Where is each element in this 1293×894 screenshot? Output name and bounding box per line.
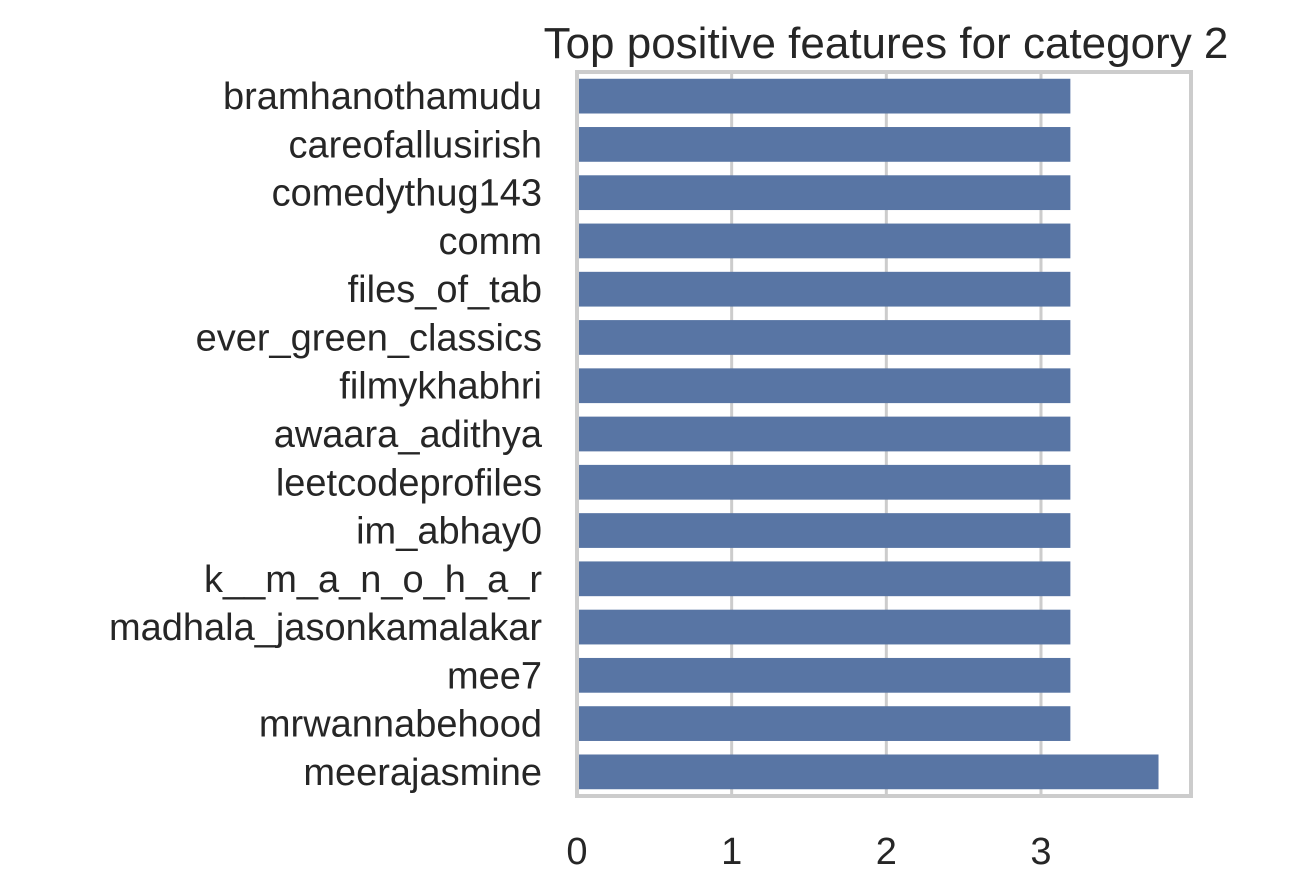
category-label: mrwannabehood (259, 704, 542, 746)
category-label: meerajasmine (303, 752, 542, 794)
category-label: ever_green_classics (196, 317, 542, 359)
bar (577, 561, 1071, 597)
category-label: mee7 (447, 655, 542, 697)
category-label: filmykhabhri (339, 366, 542, 408)
bar (577, 706, 1071, 741)
bar (577, 754, 1159, 790)
category-labels: bramhanothamudu careofallusirish comedythu… (109, 76, 543, 794)
category-label: k__m_a_n_o_h_a_r (204, 559, 542, 601)
bar (577, 464, 1071, 500)
bar (577, 175, 1071, 211)
category-label: awaara_adithya (274, 414, 543, 456)
category-label: madhala_jasonkamalakar (109, 607, 542, 649)
bar (577, 657, 1071, 693)
bar (577, 127, 1071, 162)
bar (577, 416, 1071, 452)
x-tick-label: 2 (876, 831, 897, 873)
bar (577, 271, 1071, 307)
x-tick-labels: 0 1 2 3 (566, 831, 1051, 873)
bar (577, 513, 1071, 548)
category-label: comm (439, 221, 542, 263)
x-tick-label: 1 (721, 831, 742, 873)
x-tick-label: 3 (1030, 831, 1051, 873)
category-label: careofallusirish (289, 124, 542, 166)
category-label: files_of_tab (348, 269, 542, 311)
category-label: im_abhay0 (356, 511, 542, 553)
category-label: leetcodeprofiles (276, 462, 542, 504)
bars (577, 78, 1159, 790)
plot-frame (575, 70, 1193, 798)
bar (577, 320, 1071, 355)
bar (577, 78, 1071, 114)
bar (577, 609, 1071, 645)
bar (577, 368, 1071, 404)
x-tick-label: 0 (566, 831, 587, 873)
category-label: bramhanothamudu (223, 76, 542, 118)
category-label: comedythug143 (272, 173, 542, 215)
bar (577, 223, 1071, 259)
chart-title: Top positive features for category 2 (544, 19, 1229, 68)
